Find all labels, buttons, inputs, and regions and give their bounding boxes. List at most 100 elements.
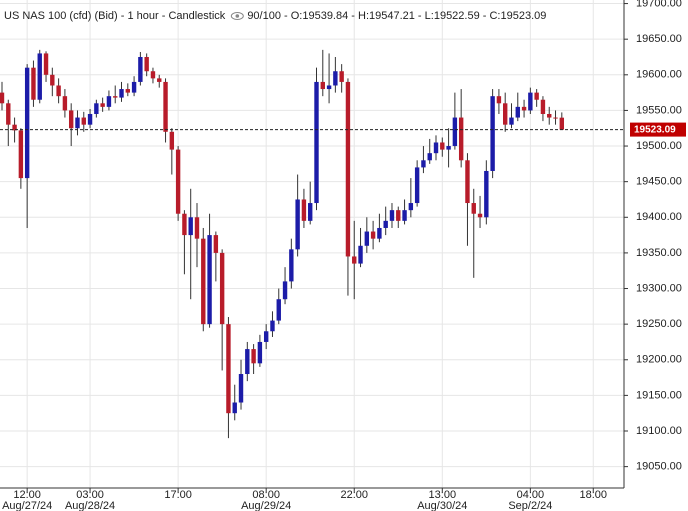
candle-body	[414, 167, 420, 204]
x-date-label: Sep/2/24	[508, 500, 552, 511]
candle-body	[100, 103, 105, 107]
x-tick-label: 04:00	[517, 489, 545, 501]
candle-body	[119, 89, 124, 98]
candle-body	[207, 235, 212, 325]
candle-body	[308, 203, 313, 221]
eye-icon	[230, 12, 244, 20]
candle-body	[559, 117, 565, 130]
candle-body	[226, 324, 231, 414]
candle-body	[301, 199, 307, 221]
candle-body	[6, 103, 11, 125]
candle-body	[503, 103, 508, 125]
candle-body	[370, 231, 376, 239]
candle-body	[213, 235, 219, 253]
candle-body	[477, 213, 483, 218]
y-tick-label: 19450.00	[636, 176, 682, 188]
x-tick-label: 12:00	[13, 489, 41, 501]
candle-body	[452, 117, 458, 147]
candle-body	[465, 160, 470, 204]
candle-body	[427, 153, 432, 161]
candle-body	[408, 203, 414, 211]
candle-body	[282, 281, 288, 300]
candle-body	[364, 231, 370, 246]
candle-body	[295, 199, 300, 250]
x-date-label: Aug/28/24	[65, 500, 115, 511]
y-tick-label: 19550.00	[636, 104, 682, 116]
candle-body	[490, 96, 495, 171]
candle-body	[496, 96, 502, 104]
last-price-label: 19523.09	[634, 125, 676, 136]
candle-body	[352, 256, 357, 264]
candle-body	[150, 71, 156, 79]
candle-body	[37, 53, 42, 100]
x-tick-label: 18:00	[579, 489, 607, 501]
candle-body	[144, 56, 149, 72]
candle-body	[528, 92, 533, 111]
candle-body	[194, 217, 200, 239]
candle-body	[18, 130, 24, 179]
candle-body	[0, 92, 5, 104]
y-tick-label: 19300.00	[636, 282, 682, 294]
x-tick-label: 08:00	[252, 489, 280, 501]
candle-body	[182, 213, 187, 236]
y-tick-label: 19700.00	[636, 0, 682, 9]
y-tick-label: 19050.00	[636, 461, 682, 473]
candle-body	[515, 106, 520, 118]
candle-body	[43, 53, 49, 75]
y-tick-label: 19100.00	[636, 425, 682, 437]
grid	[0, 0, 624, 488]
candle-body	[358, 245, 363, 264]
candle-body	[163, 81, 168, 132]
candle-body	[521, 106, 527, 111]
candle-body	[396, 210, 401, 221]
candle-body	[270, 320, 275, 332]
candle-body	[534, 92, 539, 100]
candle-body	[257, 341, 263, 364]
candle-body	[263, 331, 269, 342]
candle-body	[547, 113, 552, 118]
candle-body	[433, 142, 439, 154]
candle-body	[219, 252, 225, 325]
candle-body	[175, 149, 181, 214]
y-tick-label: 19250.00	[636, 318, 682, 330]
candle-body	[188, 217, 193, 236]
y-tick-label: 19600.00	[636, 69, 682, 81]
x-date-label: Aug/27/24	[2, 500, 52, 511]
candle-body	[157, 78, 162, 82]
candle-body	[446, 146, 451, 150]
candle-body	[251, 349, 256, 364]
candle-body	[289, 249, 294, 282]
candle-body	[326, 85, 332, 90]
candle-body	[62, 96, 68, 111]
ohlc-info: 90/100 - O:19539.84 - H:19547.21 - L:195…	[247, 10, 546, 22]
chart-title: US NAS 100 (cfd) (Bid) - 1 hour - Candle…	[4, 10, 226, 22]
candle-body	[345, 81, 351, 257]
x-tick-label: 03:00	[76, 489, 104, 501]
candle-body	[94, 103, 99, 114]
candle-body	[440, 142, 445, 150]
candle-body	[333, 71, 338, 86]
candle-body	[389, 210, 395, 221]
candle-body	[113, 96, 118, 98]
candle-body	[402, 210, 407, 221]
y-tick-label: 19400.00	[636, 211, 682, 223]
candle-body	[421, 160, 426, 168]
x-tick-label: 22:00	[340, 489, 368, 501]
candle-body	[31, 67, 36, 100]
candle-body	[131, 81, 137, 93]
x-date-label: Aug/29/24	[241, 500, 291, 511]
candle-body	[68, 110, 74, 129]
candle-body	[553, 117, 558, 119]
candle-body	[245, 349, 250, 375]
y-tick-label: 19350.00	[636, 247, 682, 259]
x-tick-label: 17:00	[164, 489, 192, 501]
candle-body	[201, 238, 206, 325]
candle-body	[50, 74, 55, 86]
candle-body	[383, 220, 388, 228]
candle-body	[81, 117, 86, 125]
candle-body	[484, 170, 489, 218]
candle-body	[125, 89, 130, 93]
